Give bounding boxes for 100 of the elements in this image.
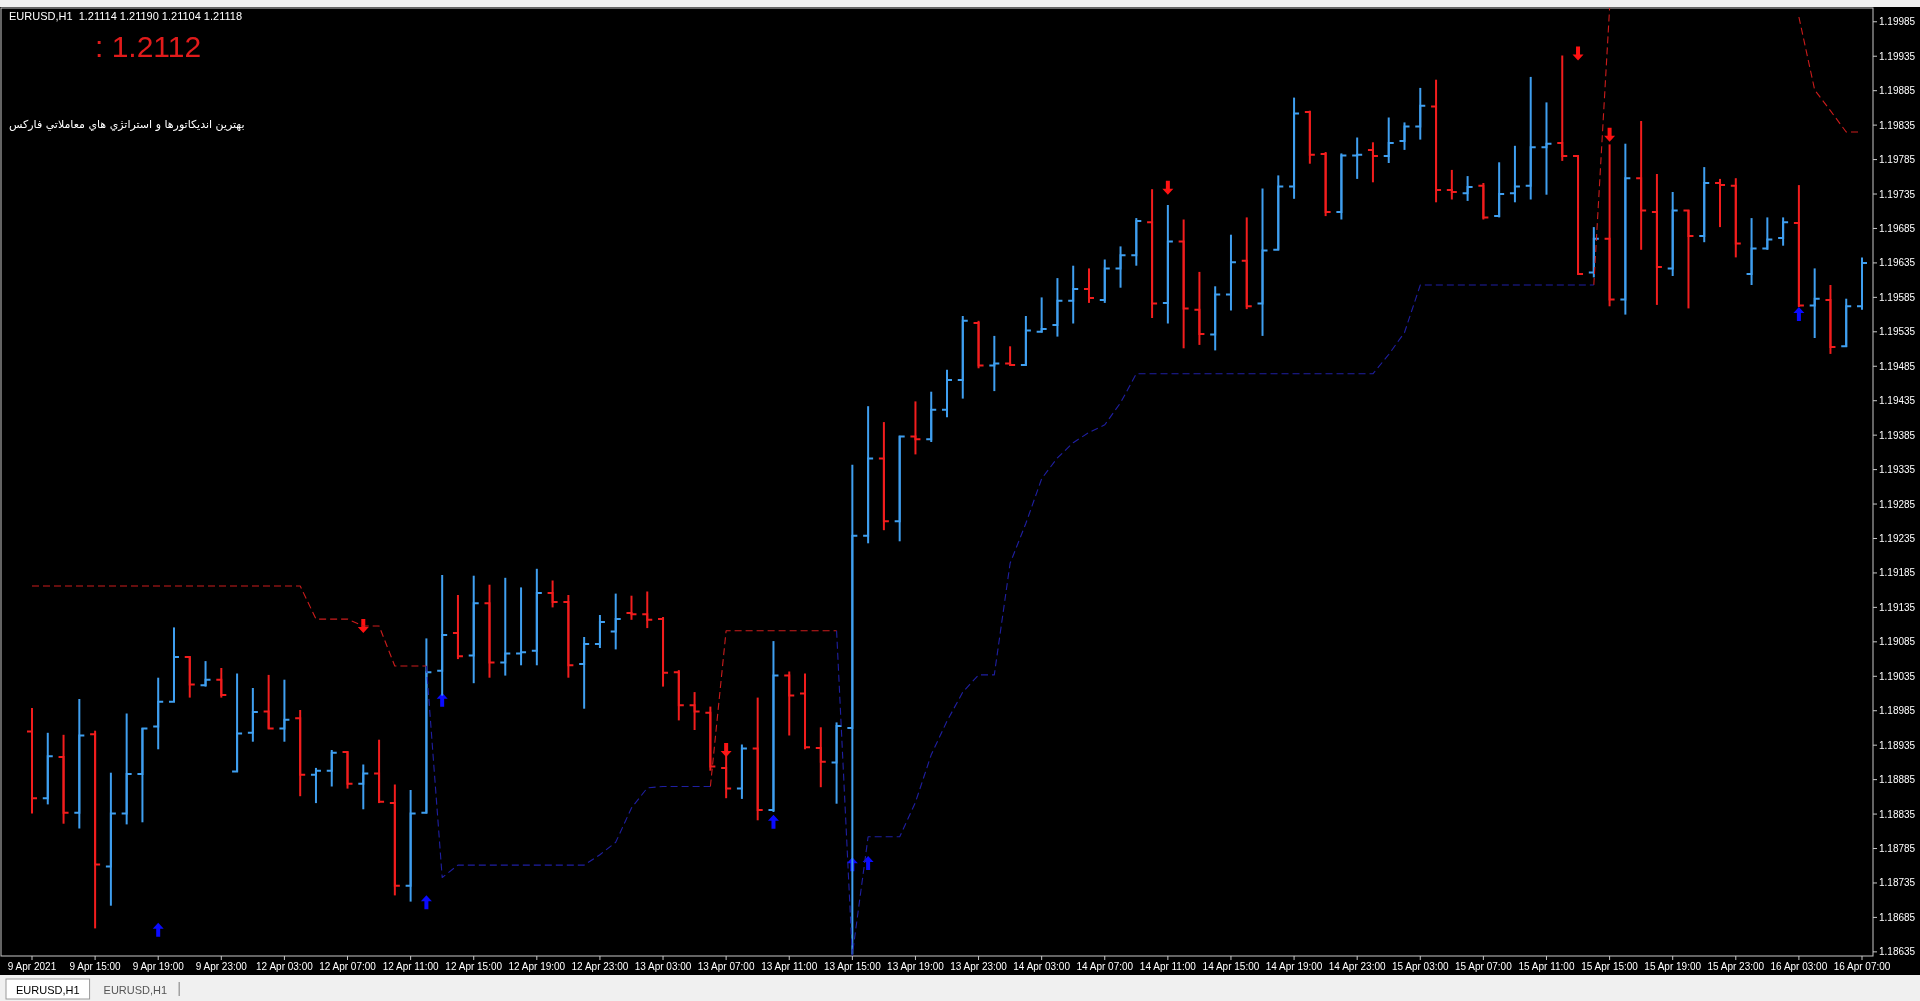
x-tick-label: 13 Apr 23:00 xyxy=(950,961,1008,972)
y-tick-label: 1.18985 xyxy=(1879,705,1916,717)
x-tick-label: 12 Apr 19:00 xyxy=(508,961,566,972)
candlestick xyxy=(373,738,386,805)
candlestick xyxy=(1256,187,1269,337)
candlestick xyxy=(1224,233,1237,312)
candlestick xyxy=(799,672,812,751)
candlestick xyxy=(278,678,291,743)
x-tick-label: 12 Apr 11:00 xyxy=(382,961,440,972)
y-tick-label: 1.19635 xyxy=(1879,257,1916,269)
candlestick xyxy=(1004,345,1017,367)
candlestick xyxy=(767,640,780,813)
x-tick-label: 13 Apr 19:00 xyxy=(887,961,945,972)
candlestick xyxy=(515,586,528,667)
y-tick-label: 1.18635 xyxy=(1879,946,1916,958)
candlestick xyxy=(735,743,748,800)
candlestick xyxy=(814,726,827,789)
candlestick xyxy=(625,594,638,621)
candlestick xyxy=(388,783,401,897)
candlestick xyxy=(862,405,875,545)
candlestick xyxy=(1682,208,1695,310)
candlestick xyxy=(451,594,464,661)
text: EURUSD,H1 xyxy=(16,984,80,996)
candlestick xyxy=(1161,204,1174,325)
y-tick-label: 1.18835 xyxy=(1879,808,1916,820)
candlestick xyxy=(1572,155,1585,275)
x-tick-label: 14 Apr 19:00 xyxy=(1265,961,1323,972)
point xyxy=(1604,127,1616,142)
candlestick xyxy=(1303,109,1316,165)
point xyxy=(862,855,874,870)
candlestick xyxy=(167,626,180,703)
x-tick-label: 9 Apr 19:00 xyxy=(132,961,185,972)
candlestick xyxy=(1288,96,1301,200)
point xyxy=(420,895,432,910)
candlestick xyxy=(941,368,953,419)
candlestick xyxy=(199,660,212,688)
candlestick xyxy=(294,709,307,798)
candlestick xyxy=(1603,143,1616,308)
y-tick-label: 1.19785 xyxy=(1879,154,1916,166)
candlestick xyxy=(578,636,591,710)
y-tick-label: 1.19835 xyxy=(1879,119,1916,131)
y-tick-label: 1.19185 xyxy=(1879,567,1916,579)
candlestick xyxy=(783,670,796,737)
x-tick-label: 12 Apr 23:00 xyxy=(571,961,629,972)
candlestick xyxy=(1824,284,1837,355)
candlestick xyxy=(1430,78,1443,204)
candlestick xyxy=(1319,151,1332,218)
x-tick-label: 12 Apr 07:00 xyxy=(319,961,377,972)
x-tick-label: 15 Apr 15:00 xyxy=(1581,961,1639,972)
candlestick xyxy=(467,574,480,685)
candlestick xyxy=(309,766,322,805)
candlestick xyxy=(1098,258,1111,304)
y-tick-label: 1.19035 xyxy=(1879,670,1916,682)
y-tick-label: 1.18935 xyxy=(1879,739,1916,751)
y-tick-label: 1.18885 xyxy=(1879,774,1916,786)
candlestick xyxy=(1666,191,1679,277)
candlestick xyxy=(609,592,622,651)
y-tick-label: 1.19985 xyxy=(1879,16,1916,28)
x-tick-label: 13 Apr 07:00 xyxy=(697,961,755,972)
candlestick xyxy=(1493,161,1506,219)
y-tick-label: 1.19335 xyxy=(1879,464,1916,476)
y-tick-label: 1.19685 xyxy=(1879,222,1916,234)
candlestick xyxy=(1714,177,1727,229)
y-tick-label: 1.19385 xyxy=(1879,429,1916,441)
candlestick xyxy=(657,616,670,688)
chart-title: EURUSD,H1 1.21114 1.21190 1.21104 1.21118 xyxy=(9,10,242,22)
x-tick-label: 14 Apr 23:00 xyxy=(1328,961,1386,972)
x-tick-label: 15 Apr 03:00 xyxy=(1391,961,1450,972)
x-tick-label: 15 Apr 23:00 xyxy=(1707,961,1765,972)
candlestick xyxy=(104,771,117,907)
y-tick-label: 1.18685 xyxy=(1879,911,1916,923)
candlestick xyxy=(1508,144,1521,204)
candlestick xyxy=(956,315,969,400)
candlestick xyxy=(1745,217,1758,286)
candlestick xyxy=(1335,152,1348,221)
candlestick xyxy=(231,672,244,773)
candlestick xyxy=(1445,168,1458,201)
candlestick xyxy=(1114,245,1127,289)
y-tick-label: 1.19735 xyxy=(1879,188,1916,200)
x-tick-label: 13 Apr 03:00 xyxy=(634,961,692,972)
x-tick-label: 15 Apr 07:00 xyxy=(1455,961,1513,972)
candlestick xyxy=(1650,173,1663,306)
candlestick xyxy=(1540,101,1553,196)
candlestick xyxy=(704,705,717,772)
candlestick xyxy=(530,567,543,667)
y-tick-label: 1.18735 xyxy=(1879,877,1916,889)
candlestick xyxy=(1067,264,1080,325)
y-tick-label: 1.19485 xyxy=(1879,360,1916,372)
annotation: بهترین اندیکاتورها و استراتژي هاي معاملاتي فارکس xyxy=(9,118,245,132)
candlestick xyxy=(1272,174,1285,251)
x-tick-label: 12 Apr 03:00 xyxy=(256,961,314,972)
y-tick-label: 1.19085 xyxy=(1879,636,1916,648)
candlestick xyxy=(1019,315,1032,367)
candlestick xyxy=(1240,216,1253,311)
x-tick-label: 13 Apr 15:00 xyxy=(823,961,882,972)
y-tick-label: 1.19235 xyxy=(1879,532,1916,544)
x-tick-label: 13 Apr 11:00 xyxy=(761,961,818,972)
candlestick xyxy=(1556,54,1569,162)
y-tick-label: 1.19435 xyxy=(1879,395,1916,407)
candlestick xyxy=(136,727,149,824)
